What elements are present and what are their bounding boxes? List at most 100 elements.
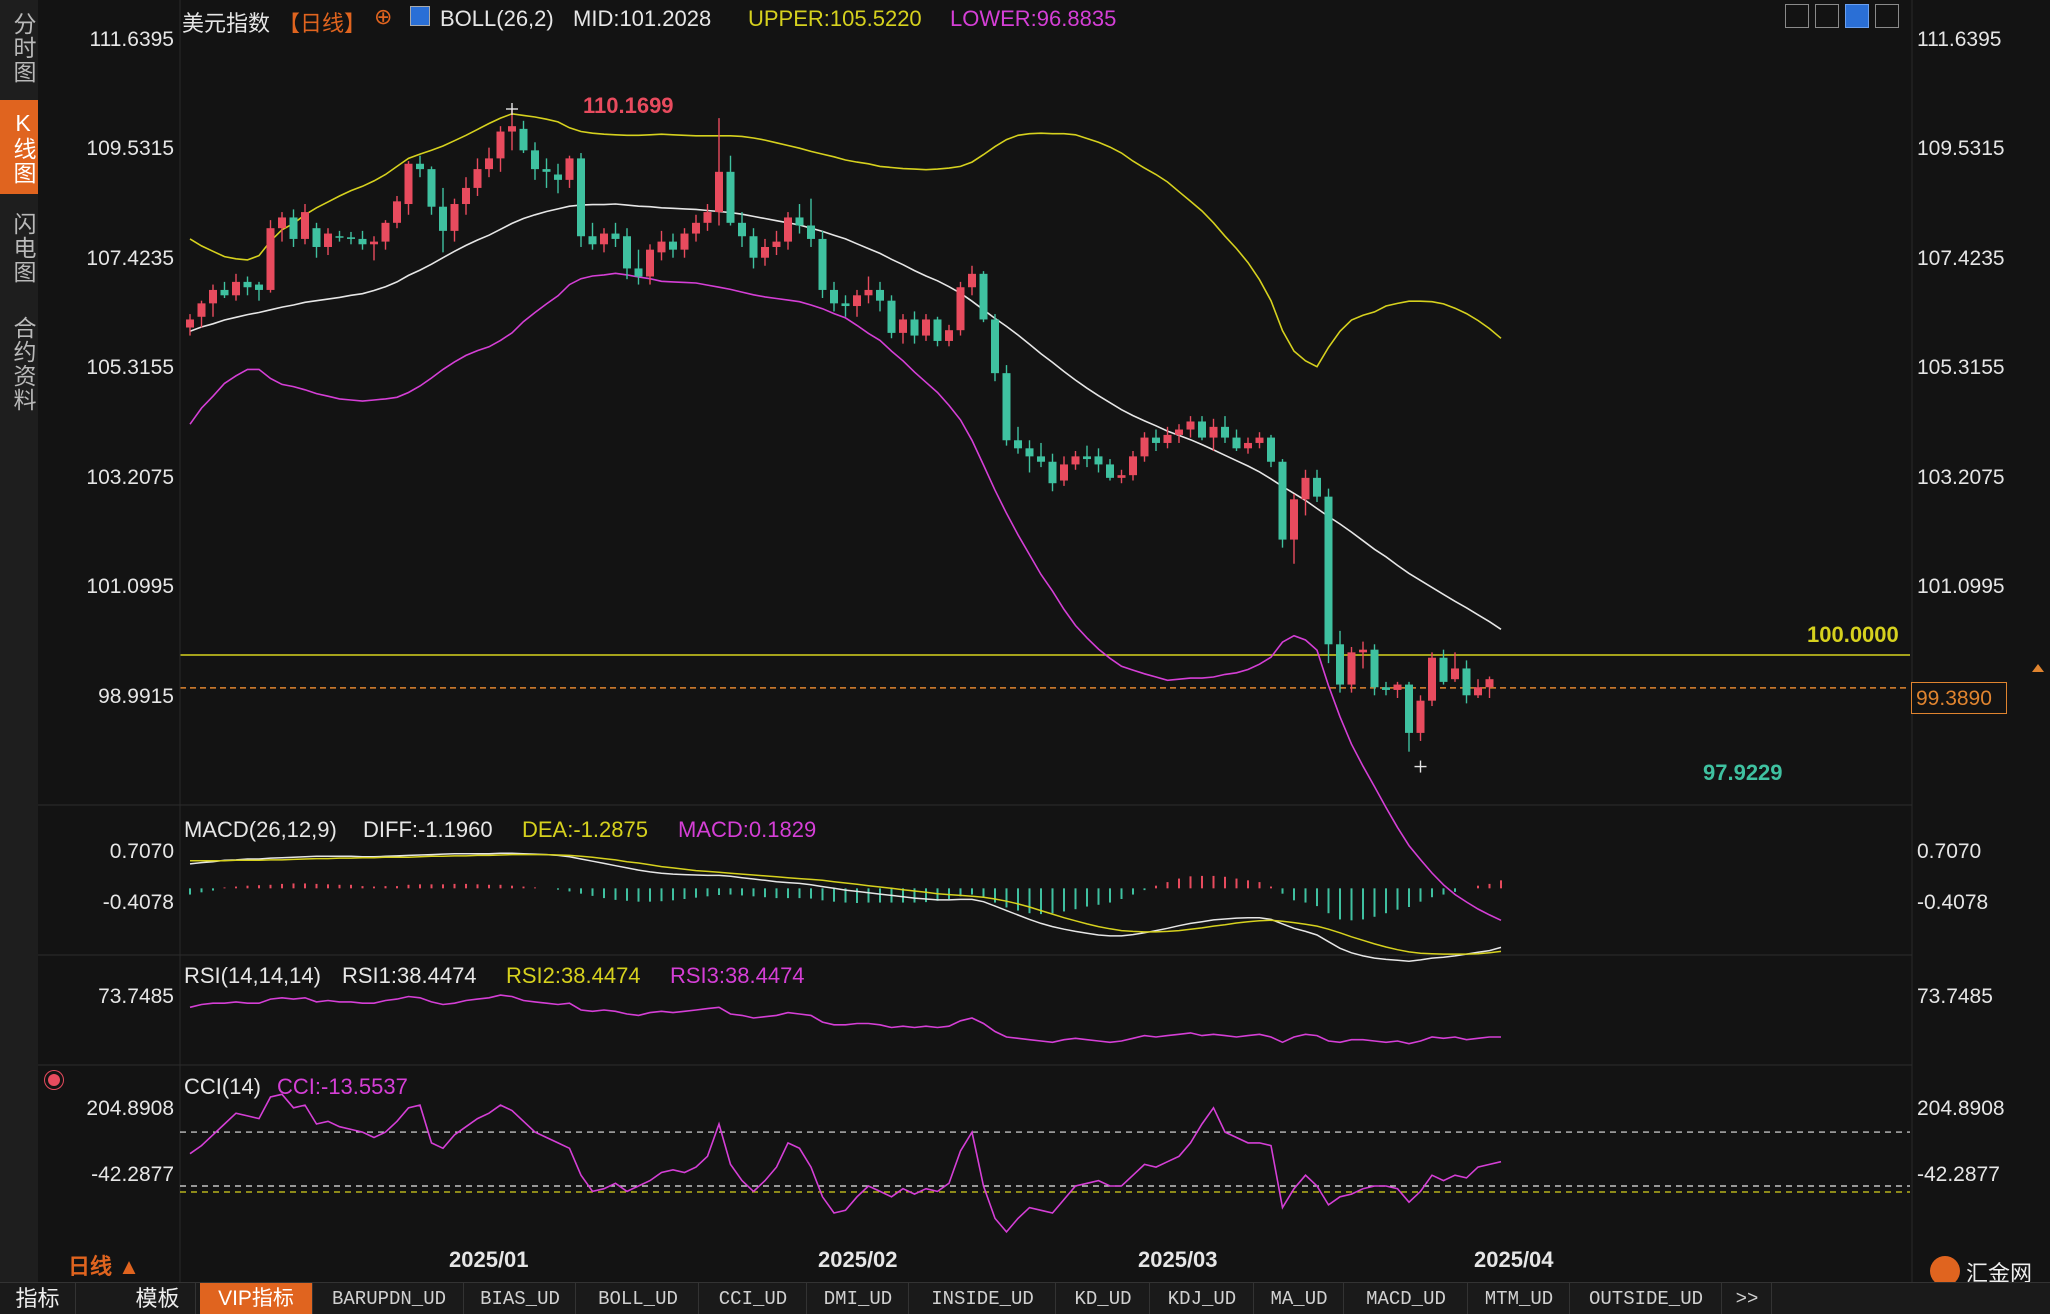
tab-outside[interactable]: OUTSIDE_UD [1571,1283,1722,1314]
tab-boll[interactable]: BOLL_UD [578,1283,699,1314]
candle-body [749,236,758,258]
zoom-in-icon[interactable] [1785,4,1809,28]
tab-kdj[interactable]: KDJ_UD [1151,1283,1254,1314]
candle-body [1393,684,1402,690]
candle-body [841,303,850,307]
sidebar: 分时图 K线图 闪电图 合约资料 [0,0,38,1290]
candle-body [1359,649,1367,653]
candle-body [1428,657,1436,701]
draw-tool-icon[interactable] [1845,4,1869,28]
tab-templates[interactable]: 模板 [120,1283,196,1314]
rsi2-value: RSI2:38.4474 [506,963,641,988]
candle-body [818,238,827,290]
x-tick-label: 2025/03 [1138,1247,1218,1272]
candle-body [1267,437,1275,462]
candle-body [600,233,608,245]
candle-body [1336,644,1344,685]
tab-barupdn[interactable]: BARUPDN_UD [315,1283,464,1314]
tab-kd[interactable]: KD_UD [1057,1283,1150,1314]
candle-body [1117,475,1126,478]
macd-tick-left: -0.4078 [102,891,174,914]
price-tick-right: 105.3155 [1917,356,2005,379]
candle-body [1451,668,1459,680]
tab-time-chart[interactable]: 分时图 [10,12,36,84]
sun-icon[interactable] [48,1074,60,1086]
add-crosshair-icon[interactable]: ⊕ [374,4,393,29]
indicator-chart-icon[interactable] [410,6,430,26]
candle-body [542,169,551,172]
candle-body [588,236,597,245]
tab-kline-chart[interactable]: K线图 [0,100,38,194]
brand-name: 汇金网 [1966,1261,2033,1286]
candle-body [1221,426,1229,438]
tab-bias[interactable]: BIAS_UD [465,1283,576,1314]
candle-body [404,163,413,205]
price-tick-right: 111.6395 [1917,28,2002,51]
candle-body [738,222,746,237]
candle-body [1439,657,1448,682]
current-price-arrow-icon [2032,664,2044,672]
tab-dmi[interactable]: DMI_UD [808,1283,909,1314]
cci-value: CCI:-13.5537 [277,1074,408,1099]
tab-vip-indicators[interactable]: VIP指标 [200,1283,313,1314]
rsi-tick-left: 73.7485 [98,985,174,1008]
candle-body [956,287,965,331]
tab-more[interactable]: >> [1723,1283,1772,1314]
candle-body [692,222,700,234]
high-marker-label: 110.1699 [583,93,674,118]
tab-cci[interactable]: CCI_UD [700,1283,807,1314]
price-tick-left: 101.0995 [86,575,174,598]
candle-body [979,273,988,320]
brand-logo-icon [1930,1256,1960,1286]
price-tick-left: 107.4235 [86,247,174,270]
candle-body [772,241,781,247]
candle-body [1037,456,1045,462]
cci-tick-right: 204.8908 [1917,1097,2005,1120]
period-selector[interactable]: 日线 ▲ [68,1254,140,1279]
cci-tick-left: 204.8908 [86,1097,174,1120]
candle-body [565,158,574,180]
candle-body [1014,440,1022,449]
candle-body [347,237,355,239]
tab-ma[interactable]: MA_UD [1255,1283,1344,1314]
candle-body [324,233,332,247]
tab-inside[interactable]: INSIDE_UD [910,1283,1056,1314]
chart-canvas[interactable] [0,0,2050,1282]
macd-dea-line [190,853,1502,955]
candle-body [496,131,505,159]
candle-body [577,158,585,237]
candle-body [933,319,942,341]
candle-body [1175,429,1183,435]
candle-body [485,158,493,170]
tab-mtm[interactable]: MTM_UD [1469,1283,1570,1314]
tab-macd[interactable]: MACD_UD [1345,1283,1468,1314]
candle-body [876,289,884,301]
cci-tick-left: -42.2877 [91,1163,174,1186]
price-tick-right: 107.4235 [1917,247,2005,270]
candle-body [266,228,275,290]
cci-label: CCI(14) [184,1074,262,1099]
tab-flash-chart[interactable]: 闪电图 [10,211,36,284]
candle-body [1152,437,1160,443]
candle-body [427,169,436,207]
macd-tick-right: 0.7070 [1917,840,1982,863]
crosshair-icon[interactable] [1815,4,1839,28]
candle-body [1382,687,1390,690]
candle-body [945,330,953,341]
boll-upper: UPPER:105.5220 [748,6,922,31]
tab-contract-info[interactable]: 合约资料 [10,316,36,412]
price-tick-left: 111.6395 [89,28,174,51]
layout-icon[interactable] [1875,4,1899,28]
candle-body [807,225,815,239]
macd-label: MACD(26,12,9) [184,817,337,842]
tab-indicators[interactable]: 指标 [0,1283,76,1314]
price-tick-left: 105.3155 [86,356,174,379]
candle-body [186,319,194,328]
candle-body [1186,421,1195,430]
indicator-tab-bar: 指标 模板 VIP指标 BARUPDN_UD BIAS_UD BOLL_UD C… [0,1282,2050,1314]
boll-lower-line [189,272,1502,922]
candle-body [1416,700,1425,733]
x-tick-label: 2025/02 [818,1247,898,1272]
candle-body [289,217,298,239]
candle-body [795,217,804,226]
